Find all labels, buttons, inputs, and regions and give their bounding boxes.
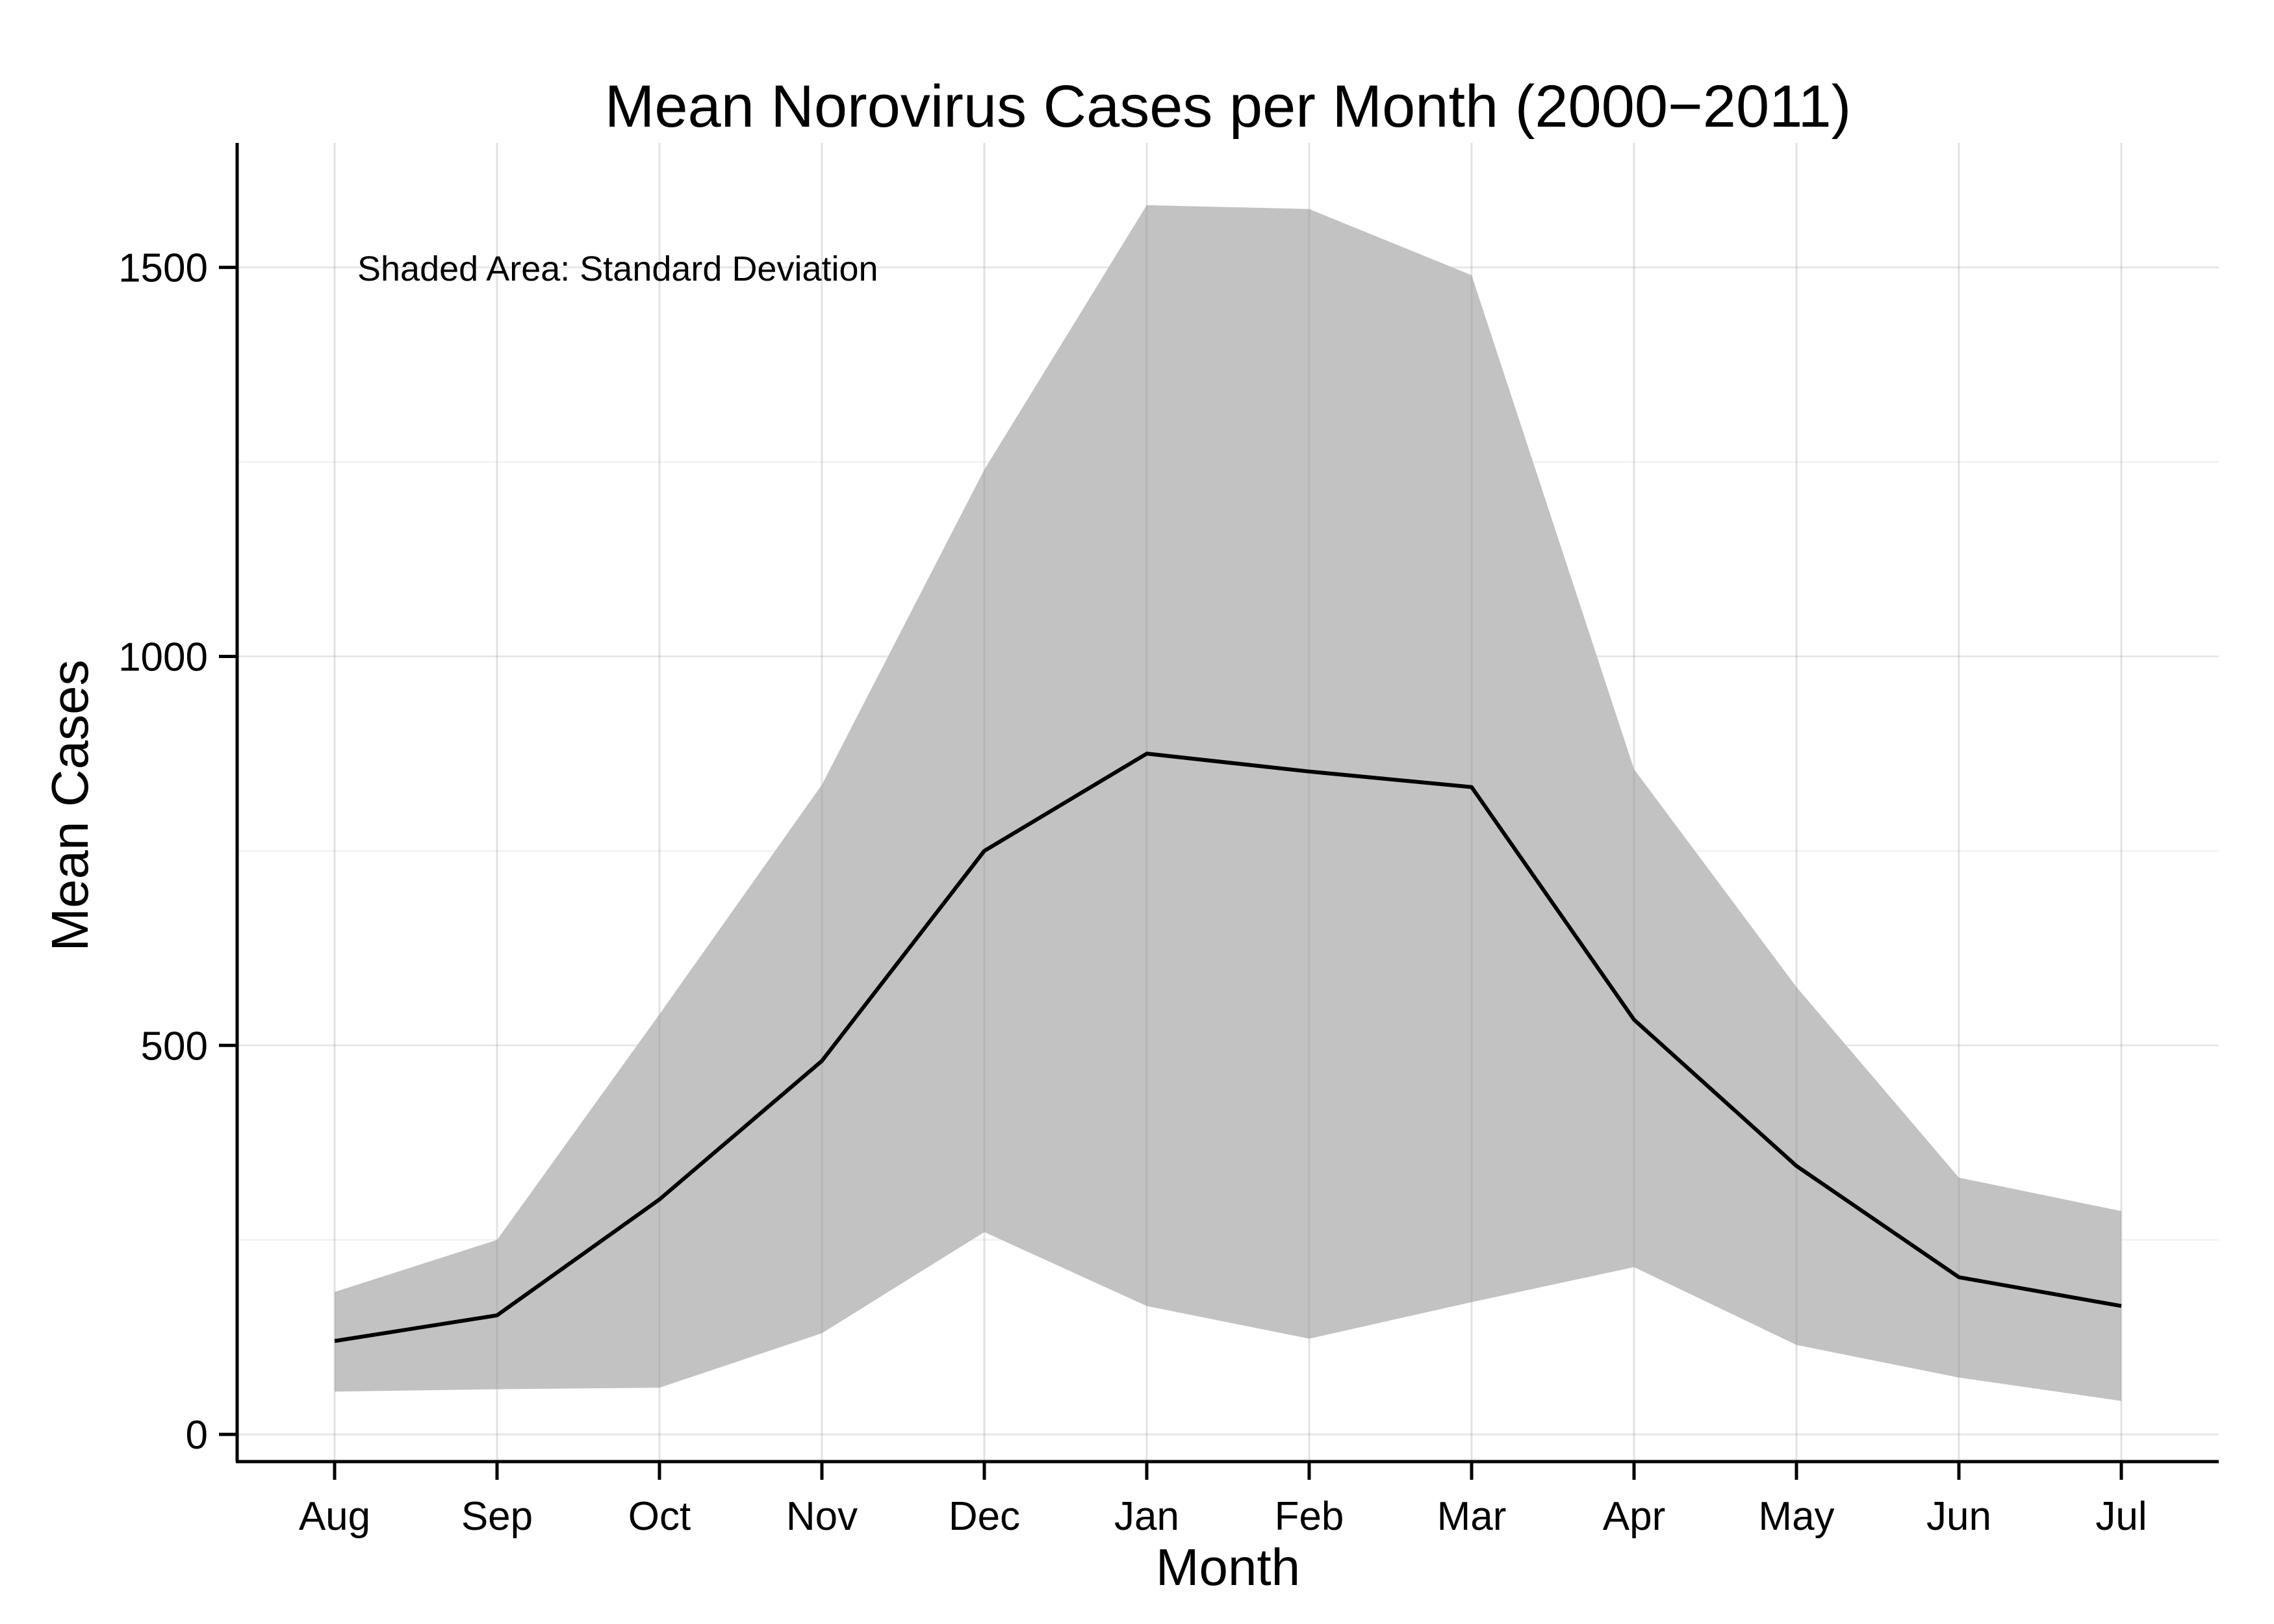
tick-labels: 0 500 1000 1500 Aug Sep Oct Nov Dec Jan Feb Mar Apr M… bbox=[118, 246, 2147, 1539]
std-band-layer bbox=[335, 205, 2121, 1401]
series-line bbox=[334, 752, 2122, 1343]
axes bbox=[219, 143, 2219, 1480]
chart-title: Mean Norovirus Cases per Month (2000−201… bbox=[605, 73, 1852, 140]
x-tick-label: Sep bbox=[461, 1494, 533, 1539]
x-tick-label: Nov bbox=[786, 1494, 858, 1539]
x-tick-label: Mar bbox=[1437, 1494, 1507, 1539]
x-tick-label: Feb bbox=[1275, 1494, 1344, 1539]
x-tick-label: Jun bbox=[1926, 1494, 1991, 1539]
x-tick-label: May bbox=[1758, 1494, 1834, 1539]
x-axis-label: Month bbox=[1156, 1538, 1300, 1596]
y-tick-label: 500 bbox=[141, 1024, 208, 1069]
series-line-layer bbox=[334, 752, 2122, 1343]
std-band bbox=[335, 205, 2121, 1401]
y-tick-label: 0 bbox=[186, 1413, 208, 1458]
y-tick-label: 1500 bbox=[118, 246, 208, 291]
y-tick-label: 1000 bbox=[118, 635, 208, 679]
x-tick-label: Jan bbox=[1114, 1494, 1179, 1539]
x-tick-label: Apr bbox=[1603, 1494, 1665, 1539]
x-tick-label: Jul bbox=[2095, 1494, 2147, 1539]
vertical-gridlines bbox=[333, 143, 2123, 1462]
band-annotation: Shaded Area: Standard Deviation bbox=[357, 249, 878, 288]
x-tick-label: Dec bbox=[949, 1494, 1020, 1539]
x-tick-label: Oct bbox=[628, 1494, 691, 1539]
x-tick-label: Aug bbox=[299, 1494, 370, 1539]
y-axis-label: Mean Cases bbox=[41, 659, 99, 951]
